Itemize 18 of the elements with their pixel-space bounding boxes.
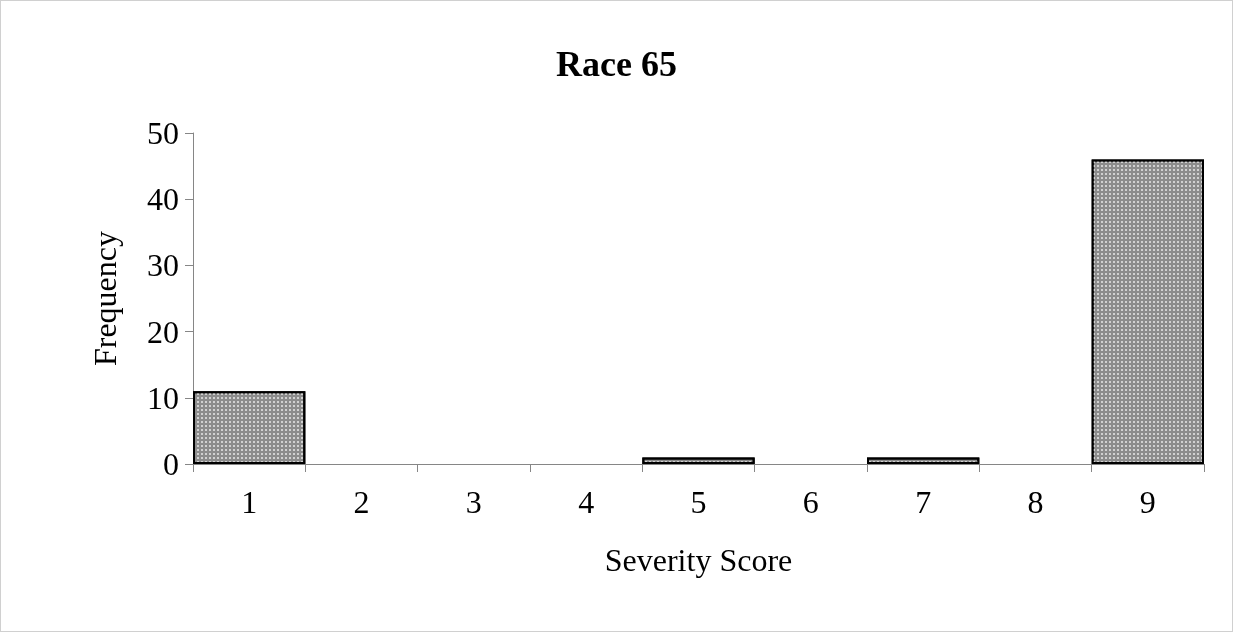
y-tick-label: 10 — [147, 379, 179, 416]
x-tick-label: 2 — [353, 484, 370, 520]
x-tick-label: 6 — [802, 484, 819, 520]
y-tick-label: 0 — [163, 446, 179, 482]
chart-title: Race 65 — [556, 44, 677, 84]
x-axis-title: Severity Score — [604, 542, 793, 578]
x-tick-label: 8 — [1027, 484, 1044, 520]
x-tick-label: 5 — [690, 484, 707, 520]
y-axis-title: Frequency — [87, 230, 123, 367]
y-tick-label: 20 — [147, 313, 179, 350]
x-tick-label: 9 — [1139, 484, 1156, 520]
x-tick-label: 1 — [241, 484, 258, 520]
y-tick-label: 40 — [147, 181, 179, 218]
y-tick-label: 30 — [147, 247, 179, 284]
x-tick-label: 7 — [915, 484, 932, 520]
x-tick-label: 4 — [578, 484, 595, 520]
x-tick-label: 3 — [465, 484, 482, 520]
y-tick-label: 50 — [147, 115, 179, 151]
